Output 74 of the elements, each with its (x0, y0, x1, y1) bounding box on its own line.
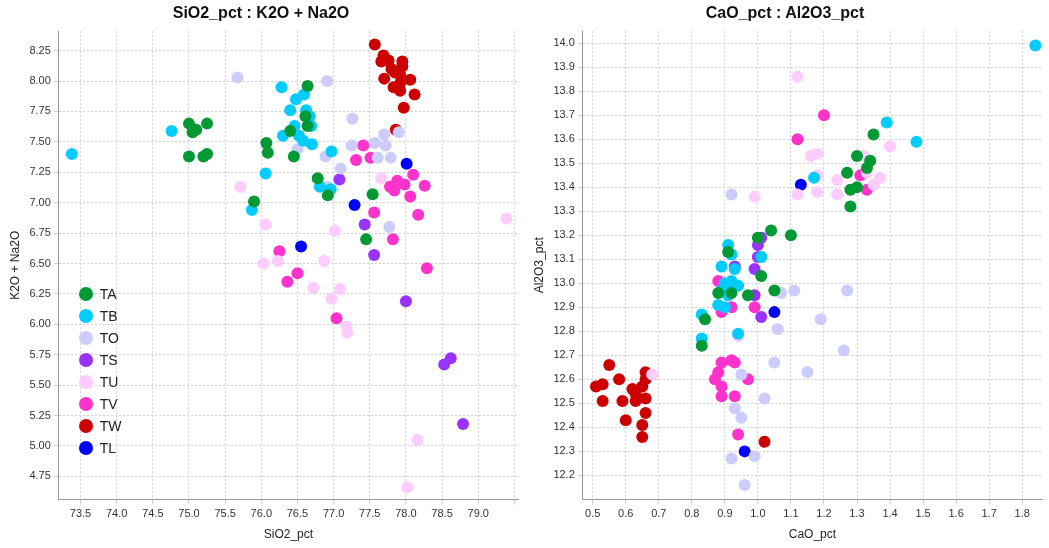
y-tick-label: 5.50 (29, 378, 51, 391)
y-tick-label: 12.9 (553, 300, 575, 313)
x-tick-label: 1.7 (981, 507, 997, 520)
x-tick-label: 78.0 (395, 507, 417, 520)
x-tick-label: 78.5 (431, 507, 453, 520)
y-tick-label: 12.4 (553, 420, 575, 433)
y-tick-label: 13.8 (553, 84, 575, 97)
y-tick-label: 7.00 (29, 195, 51, 208)
legend-label: TS (99, 352, 118, 369)
y-tick-label: 13.0 (553, 276, 575, 289)
y-tick-label: 13.3 (553, 204, 575, 217)
x-tick-label: 0.7 (651, 507, 667, 520)
x-tick-label: 77.0 (322, 507, 345, 520)
y-tick-label: 5.25 (29, 408, 51, 421)
y-tick-label: 8.25 (29, 43, 51, 56)
y-tick-label: 5.75 (29, 347, 51, 360)
x-tick-label: 0.9 (717, 507, 733, 520)
y-tick-label: 12.6 (553, 372, 575, 385)
x-axis-title: CaO_pct (788, 527, 837, 542)
y-tick-label: 12.8 (553, 324, 575, 337)
y-tick-label: 12.7 (553, 348, 575, 361)
y-tick-label: 6.00 (29, 317, 51, 330)
x-tick-label: 1.4 (882, 507, 898, 520)
y-tick-label: 13.5 (553, 156, 575, 169)
legend-label: TA (99, 286, 117, 303)
x-tick-label: 73.5 (69, 507, 92, 520)
y-tick-label: 8.00 (29, 74, 51, 87)
x-tick-label: 75.5 (214, 507, 236, 520)
x-tick-label: 76.0 (250, 507, 272, 520)
x-tick-label: 74.5 (142, 507, 164, 520)
y-tick-label: 6.25 (29, 286, 51, 299)
y-tick-label: 12.2 (553, 468, 575, 481)
y-tick-label: 13.2 (553, 228, 575, 241)
x-tick-label: 0.8 (684, 507, 700, 520)
x-tick-label: 1.8 (1014, 507, 1030, 520)
x-tick-label: 1.6 (948, 507, 964, 520)
y-tick-label: 4.75 (29, 469, 51, 482)
x-tick-label: 74.0 (105, 507, 128, 520)
y-tick-label: 12.5 (553, 396, 575, 409)
y-tick-label: 13.7 (553, 108, 575, 121)
chart-title: SiO2_pct : K2O + Na2O (172, 4, 350, 22)
x-tick-label: 1.2 (816, 507, 832, 520)
x-tick-label: 79.0 (467, 507, 489, 520)
x-tick-label: 1.0 (750, 507, 766, 520)
legend-label: TU (99, 374, 119, 391)
y-tick-label: 13.9 (553, 60, 575, 73)
y-tick-label: 7.25 (29, 165, 51, 178)
x-tick-label: 1.3 (849, 507, 865, 520)
y-tick-label: 6.50 (29, 256, 51, 269)
y-tick-label: 13.4 (553, 180, 575, 193)
y-tick-label: 12.3 (553, 444, 575, 457)
y-tick-label: 14.0 (553, 36, 575, 49)
x-tick-label: 1.1 (783, 507, 799, 520)
legend-label: TW (99, 418, 122, 435)
y-tick-label: 7.50 (29, 134, 51, 147)
legend-label: TV (99, 396, 118, 413)
y-tick-label: 13.1 (553, 252, 575, 265)
x-tick-label: 75.0 (178, 507, 200, 520)
y-axis-title: K2O + Na2O (7, 230, 22, 300)
y-tick-label: 7.75 (29, 104, 51, 117)
y-axis-title: Al2O3_pct (531, 236, 546, 294)
x-tick-label: 0.6 (618, 507, 634, 520)
x-tick-label: 77.5 (359, 507, 381, 520)
chart-title: CaO_pct : Al2O3_pct (705, 4, 865, 22)
legend-label: TL (99, 440, 117, 457)
y-tick-label: 13.6 (553, 132, 575, 145)
x-tick-label: 0.5 (585, 507, 601, 520)
y-tick-label: 5.00 (29, 438, 51, 451)
legend-label: TO (99, 330, 119, 347)
x-axis-title: SiO2_pct (263, 527, 314, 542)
x-tick-label: 1.5 (915, 507, 931, 520)
x-tick-label: 76.5 (286, 507, 309, 520)
legend-label: TB (99, 308, 118, 325)
y-tick-label: 6.75 (29, 226, 51, 239)
